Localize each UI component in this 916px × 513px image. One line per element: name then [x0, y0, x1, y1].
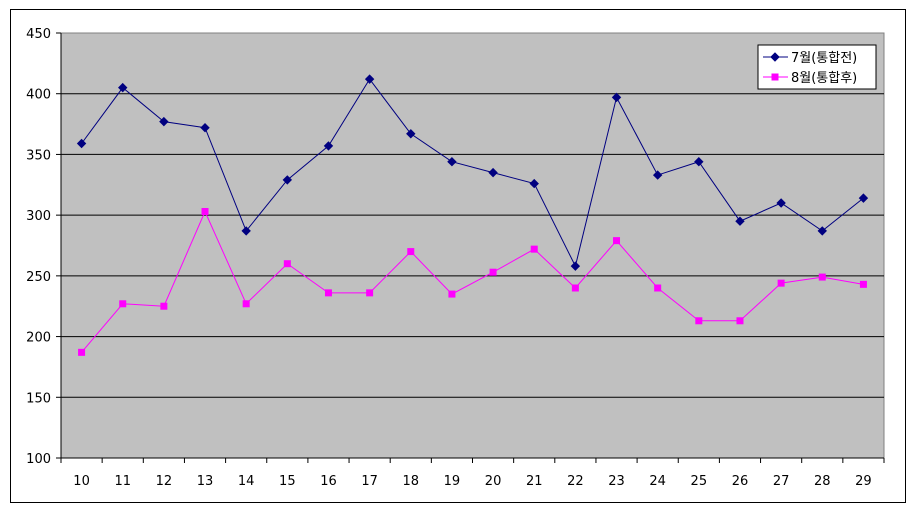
series-line-1: [81, 78, 864, 268]
y-tick-label-250: 250: [26, 270, 51, 285]
data-point-2-17: [366, 289, 374, 297]
series-1: [76, 74, 869, 271]
x-tick-label-18: 18: [403, 474, 420, 489]
x-tick-label-25: 25: [691, 474, 708, 489]
y-tick-label-150: 150: [26, 391, 51, 406]
data-point-2-28: [818, 273, 826, 281]
series-2: [78, 208, 867, 356]
data-point-1-19: [447, 157, 457, 167]
x-axis-ticks: 10 11 12 13 14 15 16 17 18 19 20 21 22 23 24 25 26 27 28 29: [60, 458, 885, 489]
data-point-2-14: [242, 300, 250, 308]
y-tick-label-200: 200: [26, 331, 51, 346]
data-point-2-12: [160, 302, 168, 310]
data-point-1-25: [694, 157, 704, 167]
x-tick-label-23: 23: [608, 474, 625, 489]
y-tick-label-450: 450: [26, 27, 51, 42]
x-tick-label-21: 21: [526, 474, 543, 489]
data-point-2-19: [448, 290, 456, 298]
x-tick-label-14: 14: [238, 474, 255, 489]
data-point-2-10: [78, 348, 86, 356]
x-tick-label-10: 10: [73, 474, 90, 489]
data-point-1-21: [529, 178, 539, 189]
data-point-1-20: [488, 167, 498, 178]
data-point-1-23: [611, 92, 622, 103]
data-point-1-26: [735, 216, 745, 226]
data-point-1-10: [76, 138, 87, 149]
data-point-2-15: [283, 260, 291, 268]
data-point-2-26: [736, 317, 744, 325]
data-point-2-21: [530, 245, 538, 253]
x-tick-label-22: 22: [567, 474, 584, 489]
x-tick-label-26: 26: [732, 474, 749, 489]
x-tick-label-13: 13: [197, 474, 214, 489]
data-point-1-13: [200, 123, 210, 133]
series-line-2: [81, 210, 864, 353]
legend: 7월(통합전) 8월(통합후): [757, 44, 877, 90]
data-point-1-28: [817, 226, 827, 236]
data-point-1-22: [570, 261, 581, 271]
y-tick-label-100: 100: [26, 452, 51, 467]
data-point-2-20: [489, 268, 497, 276]
data-point-1-17: [364, 74, 375, 84]
data-point-1-29: [858, 193, 869, 203]
x-tick-label-17: 17: [361, 474, 378, 489]
data-point-1-24: [652, 170, 663, 180]
y-tick-label-350: 350: [26, 148, 51, 163]
x-tick-label-27: 27: [773, 474, 790, 489]
data-point-1-18: [406, 129, 416, 139]
x-tick-label-29: 29: [855, 474, 872, 489]
data-point-2-13: [201, 208, 209, 215]
data-point-1-15: [282, 175, 293, 185]
x-tick-label-20: 20: [485, 474, 502, 489]
data-point-2-23: [613, 237, 621, 245]
x-tick-label-16: 16: [320, 474, 337, 489]
data-point-1-14: [241, 226, 251, 236]
data-point-2-25: [695, 317, 703, 325]
series-layer: [76, 74, 869, 356]
data-point-2-18: [407, 248, 415, 256]
gridlines: [61, 93, 884, 398]
y-tick-label-400: 400: [26, 88, 51, 103]
x-tick-label-12: 12: [156, 474, 173, 489]
data-point-2-27: [777, 279, 785, 287]
legend-label-2: 8월(통합후): [791, 71, 857, 86]
data-point-1-16: [323, 141, 334, 151]
x-tick-label-24: 24: [649, 474, 666, 489]
x-tick-label-15: 15: [279, 474, 296, 489]
legend-marker-1: [770, 52, 780, 62]
data-point-2-24: [654, 284, 662, 292]
x-tick-label-28: 28: [814, 474, 831, 489]
data-point-1-12: [159, 116, 169, 127]
data-point-2-29: [859, 280, 867, 288]
y-axis-ticks: 100 150 200 250 300 350 400 450: [26, 27, 61, 467]
legend-box: [757, 44, 877, 90]
data-point-1-11: [118, 82, 128, 93]
data-point-2-11: [119, 300, 127, 308]
data-point-2-16: [324, 289, 332, 297]
plot-area: [60, 32, 885, 459]
legend-label-1: 7월(통합전): [791, 51, 857, 66]
legend-marker-2: [771, 73, 779, 81]
x-tick-label-19: 19: [444, 474, 461, 489]
data-point-1-27: [776, 198, 786, 208]
y-tick-label-300: 300: [26, 209, 51, 224]
data-point-2-22: [571, 284, 579, 292]
x-tick-label-11: 11: [114, 474, 131, 489]
